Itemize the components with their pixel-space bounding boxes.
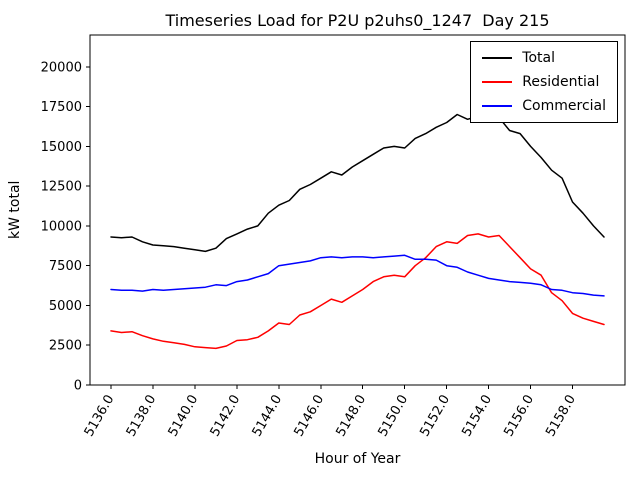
y-tick-label: 5000: [49, 299, 82, 314]
y-tick-label: 20000: [41, 60, 82, 75]
series-line-total: [110, 113, 605, 253]
y-tick-label: 17500: [41, 100, 82, 115]
x-tick-label: 5146.0: [292, 393, 328, 440]
legend-label-residential: Residential: [522, 74, 600, 90]
x-tick-label: 5142.0: [208, 393, 244, 440]
legend-line-residential: [482, 81, 513, 83]
y-tick-label: 2500: [49, 339, 82, 354]
y-tick-label: 12500: [41, 180, 82, 195]
legend-label-total: Total: [522, 50, 555, 66]
x-tick-label: 5138.0: [124, 393, 160, 440]
legend-line-total: [482, 57, 513, 59]
legend-item-residential: Residential: [482, 74, 606, 90]
x-tick-label: 5136.0: [82, 393, 118, 440]
x-axis-label: Hour of Year: [314, 451, 401, 467]
y-tick-label: 7500: [49, 259, 82, 274]
x-tick-label: 5156.0: [501, 393, 537, 440]
series-line-commercial: [110, 254, 605, 297]
x-tick-label: 5158.0: [543, 393, 579, 440]
legend-item-total: Total: [482, 50, 606, 66]
series-line-residential: [110, 233, 605, 350]
legend-line-commercial: [482, 105, 513, 107]
x-tick-label: 5140.0: [166, 393, 202, 440]
legend-label-commercial: Commercial: [522, 98, 606, 114]
x-tick-label: 5152.0: [417, 393, 453, 440]
legend-item-commercial: Commercial: [482, 98, 606, 114]
x-tick-label: 5144.0: [250, 393, 286, 440]
y-tick-label: 0: [74, 379, 82, 394]
y-tick-label: 15000: [41, 140, 82, 155]
y-tick-label: 10000: [41, 219, 82, 234]
legend: Total Residential Commercial: [470, 41, 618, 123]
axes-frame: [89, 34, 626, 386]
chart-title: Timeseries Load for P2U p2uhs0_1247 Day …: [165, 11, 550, 30]
x-tick-label: 5150.0: [375, 393, 411, 440]
x-tick-label: 5148.0: [333, 393, 369, 440]
x-tick-label: 5154.0: [459, 393, 495, 440]
